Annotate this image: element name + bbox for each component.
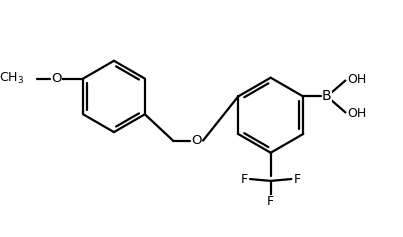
Text: OH: OH [347,73,367,86]
Text: CH$_3$: CH$_3$ [0,71,24,86]
Text: OH: OH [347,107,367,120]
Text: O: O [191,134,202,147]
Text: F: F [267,195,274,208]
Text: F: F [293,173,301,186]
Text: B: B [322,89,331,103]
Text: O: O [52,72,62,85]
Text: F: F [241,173,248,186]
